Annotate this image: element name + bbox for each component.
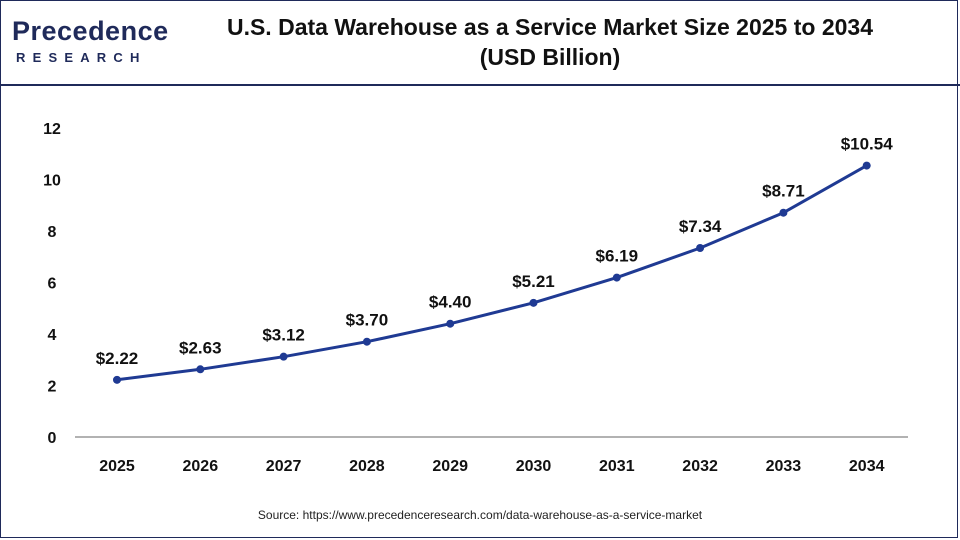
data-point — [612, 273, 621, 282]
data-point — [196, 365, 205, 374]
x-tick-label: 2028 — [349, 458, 385, 475]
data-point — [279, 352, 288, 361]
y-tick-label: 6 — [48, 276, 57, 293]
data-label: $2.22 — [96, 349, 139, 368]
data-point — [362, 337, 371, 346]
logo-subword: RESEARCH — [16, 50, 147, 65]
chart-title-line1: U.S. Data Warehouse as a Service Market … — [226, 14, 874, 40]
x-tick-label: 2025 — [99, 458, 135, 475]
y-tick-label: 4 — [48, 327, 57, 344]
header: Precedence RESEARCH U.S. Data Warehouse … — [0, 0, 960, 84]
x-tick-label: 2033 — [766, 458, 802, 475]
line-chart: 0 2 4 6 8 10 12 2025 2026 2027 2028 2029 2030 2031 20… — [43, 121, 908, 475]
data-label: $7.34 — [679, 217, 722, 236]
data-label: $4.40 — [429, 293, 472, 312]
data-point — [113, 375, 121, 384]
y-tick-label: 8 — [48, 224, 57, 241]
header-divider — [0, 84, 960, 86]
data-label: $8.71 — [762, 182, 805, 201]
y-tick-label: 10 — [43, 173, 61, 190]
precedence-research-logo: Precedence RESEARCH — [12, 12, 168, 72]
chart-title-line2: (USD Billion) — [479, 44, 621, 70]
x-tick-label: 2030 — [516, 458, 552, 475]
y-tick-label: 2 — [48, 379, 57, 396]
data-point — [529, 298, 538, 307]
y-tick-label: 0 — [48, 430, 57, 447]
logo-word: Precedence — [12, 16, 169, 46]
x-tick-label: 2034 — [849, 458, 885, 475]
series-line — [116, 164, 868, 382]
x-tick-label: 2026 — [183, 458, 219, 475]
x-tick-label: 2031 — [599, 458, 635, 475]
x-tick-label: 2027 — [266, 458, 302, 475]
data-point — [779, 208, 788, 217]
data-label: $3.12 — [262, 326, 305, 345]
data-label: $3.70 — [346, 311, 389, 330]
data-label: $2.63 — [179, 338, 222, 357]
data-label: $5.21 — [512, 272, 555, 291]
chart-title: U.S. Data Warehouse as a Service Market … — [170, 12, 930, 72]
source-note: Source: https://www.precedenceresearch.c… — [257, 508, 703, 522]
x-tick-label: 2029 — [432, 458, 468, 475]
y-tick-label: 12 — [43, 121, 61, 138]
data-point — [862, 161, 871, 170]
data-label: $6.19 — [596, 247, 639, 266]
data-label: $10.54 — [841, 135, 894, 154]
data-point — [696, 243, 705, 252]
x-tick-label: 2032 — [682, 458, 718, 475]
data-point — [446, 319, 455, 328]
